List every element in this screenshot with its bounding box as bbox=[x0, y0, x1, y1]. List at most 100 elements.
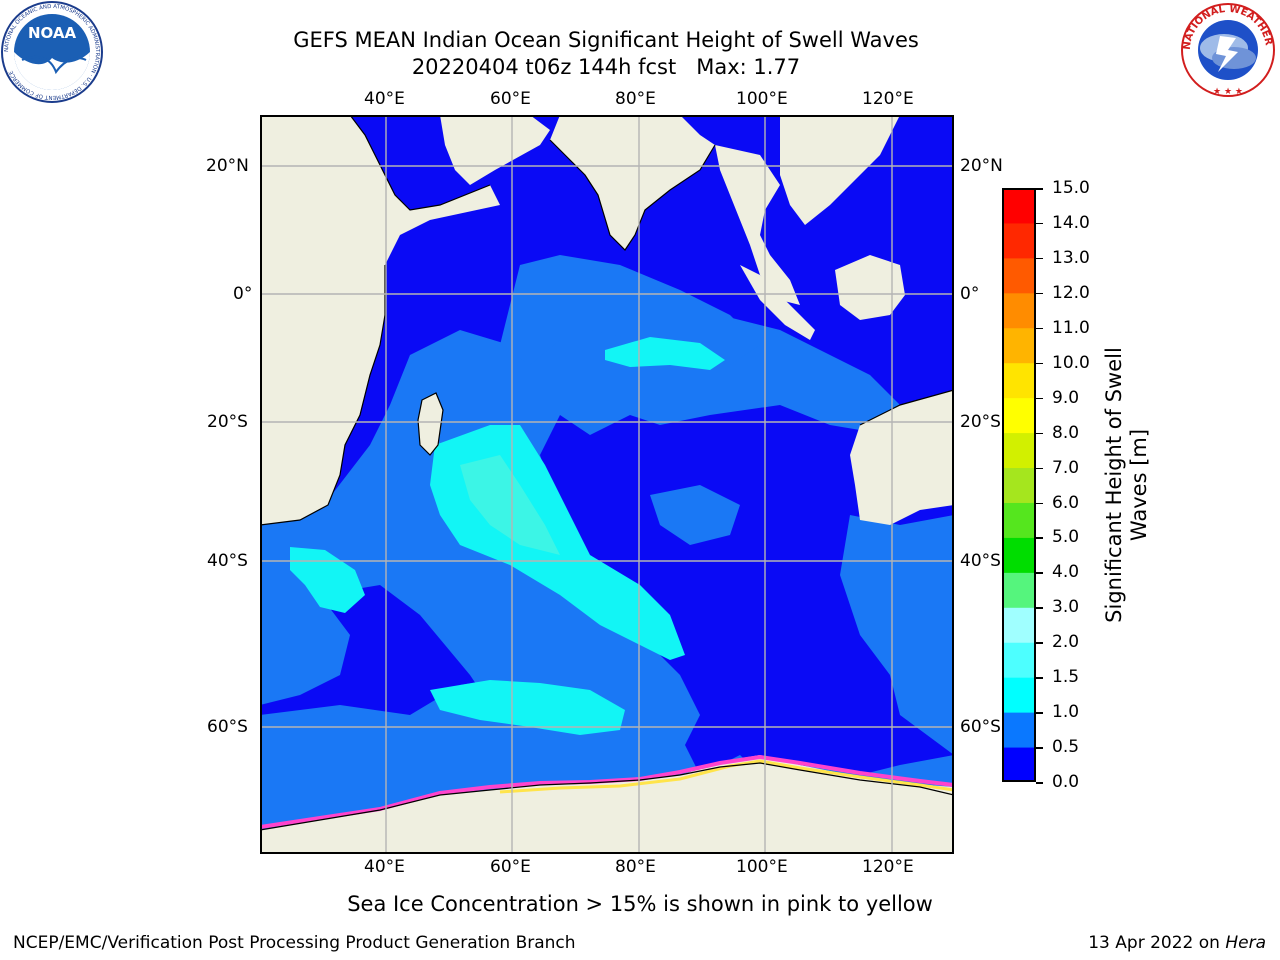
swell-zone-high-south bbox=[430, 680, 625, 735]
lat-tick-right-0: 0° bbox=[960, 284, 980, 304]
colorbar-tick-mark bbox=[1036, 747, 1043, 749]
lat-tick-right-60s: 60°S bbox=[960, 717, 1001, 737]
colorbar bbox=[1002, 188, 1036, 782]
colorbar-tick-mark bbox=[1036, 397, 1043, 400]
swell-zone-medium-southeast bbox=[840, 515, 954, 755]
colorbar-tick-mark bbox=[1036, 642, 1043, 644]
lon-tick-bottom-100e: 100°E bbox=[736, 857, 788, 877]
graticule bbox=[260, 115, 954, 854]
land-sumatra bbox=[740, 265, 815, 340]
swell-zone-medium-central-east bbox=[650, 485, 740, 545]
colorbar-cell bbox=[1002, 537, 1036, 573]
land-borneo bbox=[835, 255, 905, 320]
colorbar-tick-mark bbox=[1036, 327, 1043, 330]
sea-ice-caption: Sea Ice Concentration > 15% is shown in … bbox=[347, 892, 933, 916]
swell-zone-high-equatorial bbox=[605, 337, 725, 370]
date-text: 13 Apr 2022 on bbox=[1088, 933, 1226, 953]
colorbar-tick-label: 2.0 bbox=[1052, 632, 1080, 653]
colorbar-tick-mark bbox=[1036, 362, 1043, 365]
map-panel bbox=[260, 115, 954, 854]
noaa-logo: NOAA NATIONAL OCEANIC AND ATMOSPHERIC AD… bbox=[1, 1, 103, 103]
colorbar-cell bbox=[1002, 677, 1036, 713]
colorbar-cell bbox=[1002, 502, 1036, 538]
colorbar-tick-label: 13.0 bbox=[1052, 247, 1090, 268]
swell-zone-medium-southwest bbox=[260, 525, 350, 705]
colorbar-cell bbox=[1002, 607, 1036, 643]
svg-text:★ ★ ★: ★ ★ ★ bbox=[1213, 87, 1243, 97]
chart-subtitle: 20220404 t06z 144h fcst Max: 1.77 bbox=[411, 55, 801, 79]
lon-tick-top-120e: 120°E bbox=[862, 89, 914, 109]
swell-zone-high-southwest bbox=[290, 547, 365, 613]
lat-tick-right-20s: 20°S bbox=[960, 412, 1001, 432]
colorbar-tick-mark bbox=[1036, 188, 1043, 190]
colorbar-cell bbox=[1002, 362, 1036, 399]
generation-date: 13 Apr 2022 on Hera bbox=[1088, 933, 1266, 953]
land-australia bbox=[850, 390, 954, 525]
land-southeast-asia bbox=[715, 145, 800, 305]
colorbar-label: Significant Height of Swell Waves [m] bbox=[1102, 347, 1151, 623]
colorbar-tick-mark bbox=[1036, 467, 1043, 469]
colorbar-tick-label: 3.0 bbox=[1052, 597, 1080, 618]
colorbar-tick-mark bbox=[1036, 572, 1043, 574]
colorbar-cell bbox=[1002, 747, 1036, 782]
lon-tick-bottom-120e: 120°E bbox=[862, 857, 914, 877]
colorbar-cell bbox=[1002, 292, 1036, 329]
lon-tick-bottom-80e: 80°E bbox=[615, 857, 656, 877]
colorbar-tick-label: 9.0 bbox=[1052, 387, 1080, 408]
lat-tick-right-40s: 40°S bbox=[960, 551, 1001, 571]
colorbar-cell bbox=[1002, 642, 1036, 678]
lat-tick-right-20n: 20°N bbox=[960, 156, 1003, 176]
sea-ice-edge-yellow bbox=[499, 759, 954, 794]
colorbar-tick-label: 1.5 bbox=[1052, 667, 1080, 688]
lon-tick-bottom-60e: 60°E bbox=[490, 857, 531, 877]
colorbar-tick-label: 7.0 bbox=[1052, 457, 1080, 478]
land-madagascar bbox=[418, 393, 443, 455]
machine-name: Hera bbox=[1225, 933, 1266, 953]
colorbar-tick-mark bbox=[1036, 432, 1043, 435]
swell-zone-medium-west bbox=[260, 265, 900, 775]
colorbar-cell bbox=[1002, 257, 1036, 294]
colorbar-tick-mark bbox=[1036, 677, 1043, 679]
colorbar-tick-label: 8.0 bbox=[1052, 422, 1080, 443]
colorbar-cell bbox=[1002, 712, 1036, 748]
colorbar-tick-mark bbox=[1036, 607, 1043, 609]
colorbar-cell bbox=[1002, 397, 1036, 434]
colorbar-cell bbox=[1002, 188, 1036, 224]
colorbar-tick-label: 14.0 bbox=[1052, 212, 1090, 233]
colorbar-cell bbox=[1002, 327, 1036, 364]
noaa-logo-text: NOAA bbox=[28, 24, 77, 42]
land-indochina bbox=[780, 115, 900, 225]
sea-ice-edge-pink bbox=[260, 754, 954, 829]
colorbar-tick-label: 0.0 bbox=[1052, 772, 1080, 792]
colorbar-cell bbox=[1002, 572, 1036, 608]
colorbar-tick-label: 5.0 bbox=[1052, 527, 1080, 548]
nws-logo: NATIONAL WEATHER SERVICE ★ ★ ★ bbox=[1176, 2, 1275, 97]
land-arabia bbox=[440, 115, 550, 185]
swell-zone-medium-north bbox=[500, 255, 760, 365]
colorbar-tick-label: 6.0 bbox=[1052, 492, 1080, 513]
colorbar-tick-mark bbox=[1036, 502, 1043, 504]
colorbar-tick-mark bbox=[1036, 257, 1043, 260]
colorbar-tick-label: 4.0 bbox=[1052, 562, 1080, 583]
colorbar-tick-mark bbox=[1036, 782, 1043, 784]
lat-tick-left-20s: 20°S bbox=[207, 412, 248, 432]
colorbar-tick-mark bbox=[1036, 537, 1043, 539]
lon-tick-bottom-40e: 40°E bbox=[364, 857, 405, 877]
colorbar-tick-label: 1.0 bbox=[1052, 702, 1080, 723]
lon-tick-top-40e: 40°E bbox=[364, 89, 405, 109]
colorbar-tick-mark bbox=[1036, 222, 1043, 225]
colorbar-cell bbox=[1002, 222, 1036, 259]
map-frame bbox=[260, 115, 954, 854]
colorbar-tick-label: 0.5 bbox=[1052, 737, 1080, 758]
colorbar-tick-label: 12.0 bbox=[1052, 282, 1090, 303]
lon-tick-top-100e: 100°E bbox=[736, 89, 788, 109]
land-india bbox=[550, 115, 715, 250]
lat-tick-left-20n: 20°N bbox=[206, 156, 249, 176]
colorbar-tick-label: 10.0 bbox=[1052, 352, 1090, 373]
lon-tick-top-60e: 60°E bbox=[490, 89, 531, 109]
land-antarctica bbox=[260, 763, 954, 854]
chart-title: GEFS MEAN Indian Ocean Significant Heigh… bbox=[293, 28, 919, 52]
coastlines bbox=[260, 115, 954, 831]
lon-tick-top-80e: 80°E bbox=[615, 89, 656, 109]
swell-zone-higher-central bbox=[460, 455, 560, 555]
